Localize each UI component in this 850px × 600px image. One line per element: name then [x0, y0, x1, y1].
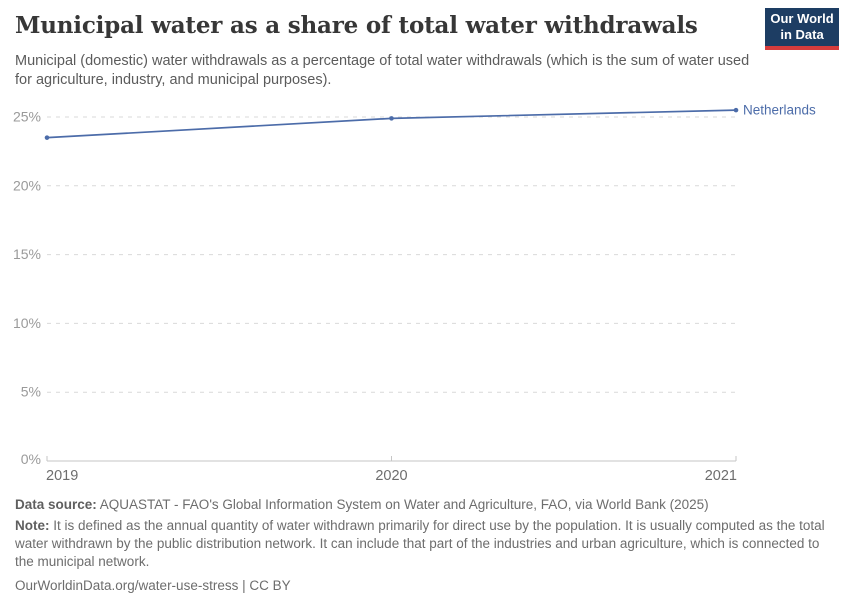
data-source-label: Data source:: [15, 497, 97, 512]
data-point[interactable]: [389, 116, 394, 121]
x-tick-label: 2020: [375, 468, 407, 484]
logo-line2: in Data: [780, 27, 824, 42]
series-label[interactable]: Netherlands: [743, 103, 816, 118]
data-point[interactable]: [44, 135, 50, 140]
x-tick-label: 2019: [46, 468, 78, 484]
y-tick-label: 5%: [21, 384, 41, 400]
data-source-line: Data source: AQUASTAT - FAO's Global Inf…: [15, 497, 837, 512]
note-text: It is defined as the annual quantity of …: [15, 518, 825, 569]
logo-line1: Our World: [770, 10, 834, 26]
chart-subtitle: Municipal (domestic) water withdrawals a…: [15, 53, 750, 89]
note-label: Note:: [15, 518, 50, 533]
owid-logo[interactable]: Our World in Data: [765, 8, 839, 50]
y-tick-label: 10%: [13, 315, 41, 331]
license-line[interactable]: OurWorldinData.org/water-use-stress | CC…: [15, 577, 291, 593]
x-tick-label: 2021: [705, 468, 737, 484]
data-point[interactable]: [733, 107, 739, 113]
data-source-text: AQUASTAT - FAO's Global Information Syst…: [99, 497, 709, 512]
y-tick-label: 0%: [21, 451, 41, 467]
note-line: Note: It is defined as the annual quanti…: [15, 517, 837, 571]
series-line-netherlands[interactable]: [46, 109, 737, 139]
page-title: Municipal water as a share of total wate…: [15, 12, 698, 39]
chart-footer: Data source: AQUASTAT - FAO's Global Inf…: [15, 497, 837, 593]
y-tick-label: 25%: [13, 109, 41, 125]
y-tick-label: 15%: [13, 246, 41, 262]
y-tick-label: 20%: [13, 177, 41, 193]
